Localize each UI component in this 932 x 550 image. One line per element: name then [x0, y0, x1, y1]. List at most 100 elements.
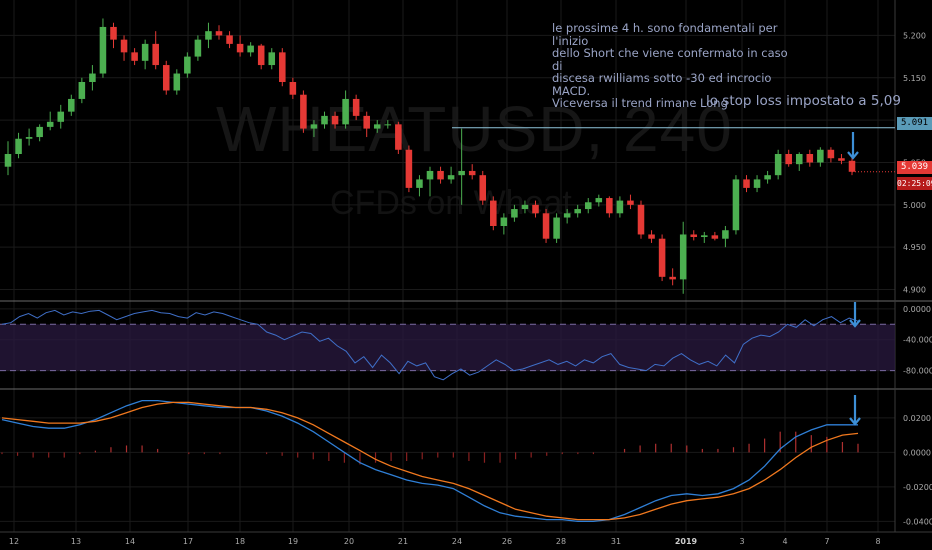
candle-body — [658, 238, 666, 277]
williams-line — [1, 309, 859, 381]
note-line: Viceversa il trend rimane Long — [552, 96, 728, 110]
candle-body — [774, 154, 782, 176]
candle-body — [690, 234, 698, 238]
candle-body — [416, 179, 423, 188]
candle-body — [627, 200, 634, 205]
candle-body — [785, 154, 792, 165]
candle-body — [384, 124, 392, 126]
candle-body — [373, 124, 381, 129]
candle-body — [827, 149, 835, 159]
candle-body — [574, 209, 581, 214]
candle-body — [511, 209, 518, 218]
candle-body — [342, 98, 349, 125]
candle-body — [732, 179, 740, 231]
down-arrow-icon — [849, 319, 861, 328]
time-axis-label: 21 — [398, 537, 408, 546]
candle-body — [595, 198, 603, 203]
candle-body — [68, 98, 75, 112]
candle-body — [764, 175, 771, 180]
candle-body — [616, 200, 624, 214]
williams-axis-label: 0.0000 — [903, 305, 931, 314]
price-axis-label: 4.950 — [903, 243, 926, 252]
time-axis-label: 26 — [502, 537, 512, 546]
candle-body — [447, 175, 455, 180]
candle-body — [500, 217, 508, 226]
candle-body — [279, 52, 286, 82]
candle-body — [99, 26, 107, 74]
candle-body — [479, 175, 487, 201]
note-line: dello Short che viene confermato in caso… — [552, 46, 788, 73]
candle-body — [300, 94, 307, 129]
candle-body — [648, 234, 655, 239]
time-axis-label: 4 — [782, 537, 787, 546]
candle-body — [141, 43, 149, 61]
candle-body — [226, 35, 233, 44]
time-axis-label: 24 — [452, 537, 462, 546]
macd-axis-label: 0.0000 — [903, 448, 931, 457]
candle-body — [584, 202, 592, 210]
candle-body — [36, 126, 43, 138]
candle-body — [152, 43, 159, 66]
candle-body — [289, 82, 297, 95]
time-axis-label: 18 — [235, 537, 245, 546]
williams-axis-label: -80.0000 — [903, 367, 932, 376]
candle-body — [321, 115, 328, 125]
time-axis-label: 13 — [71, 537, 81, 546]
time-axis-label: 8 — [875, 537, 880, 546]
williams-band — [0, 324, 895, 371]
time-axis-label: 20 — [344, 537, 354, 546]
last-price-tag: 5.039 — [897, 161, 932, 174]
price-axis-label: 4.900 — [903, 286, 926, 295]
candle-body — [15, 138, 22, 154]
countdown-tag: 02:25:09 — [897, 177, 932, 190]
candle-body — [25, 137, 33, 139]
candle-body — [205, 31, 212, 40]
candle-body — [395, 124, 402, 150]
time-axis-label: 12 — [9, 537, 19, 546]
candle-body — [426, 170, 434, 180]
candle-body — [722, 230, 729, 239]
candle-body — [521, 204, 529, 210]
candle-body — [268, 52, 276, 66]
stop-loss-note: lo stop loss impostato a 5,09 — [706, 93, 901, 109]
time-axis-label: 31 — [611, 537, 621, 546]
candle-body — [795, 154, 803, 165]
candle-body — [57, 111, 65, 122]
candle-body — [184, 56, 191, 74]
candle-body — [131, 52, 138, 61]
candle-body — [532, 204, 539, 214]
macd-line — [1, 399, 858, 523]
candle-body — [679, 234, 687, 280]
candle-body — [838, 158, 845, 161]
price-axis-label: 5.150 — [903, 74, 926, 83]
candle-body — [806, 154, 814, 163]
analysis-note: le prossime 4 h. sono fondamentali per l… — [552, 22, 792, 110]
time-axis-label: 17 — [183, 537, 193, 546]
candle-body — [215, 31, 223, 36]
candle-body — [247, 45, 254, 53]
candle-body — [78, 82, 86, 99]
candle-body — [331, 115, 339, 125]
candle-body — [110, 26, 117, 40]
macd-axis-label: -0.0400 — [903, 517, 932, 526]
time-axis-label: 28 — [556, 537, 566, 546]
candle-body — [553, 217, 560, 239]
macd-axis-label: -0.0200 — [903, 483, 932, 492]
candle-body — [310, 124, 318, 129]
candle-body — [405, 149, 413, 188]
time-axis-label: 7 — [824, 537, 829, 546]
candle-body — [542, 213, 550, 239]
candle-body — [848, 160, 856, 172]
candle-body — [563, 213, 571, 218]
candle-body — [743, 179, 750, 188]
candle-body — [753, 179, 761, 188]
price-axis-label: 5.200 — [903, 31, 926, 40]
candle-body — [89, 73, 96, 82]
signal-line — [1, 401, 859, 521]
candle-body — [120, 39, 128, 53]
candle-body — [490, 200, 497, 226]
candle-body — [437, 170, 444, 180]
time-axis-label: 19 — [288, 537, 298, 546]
